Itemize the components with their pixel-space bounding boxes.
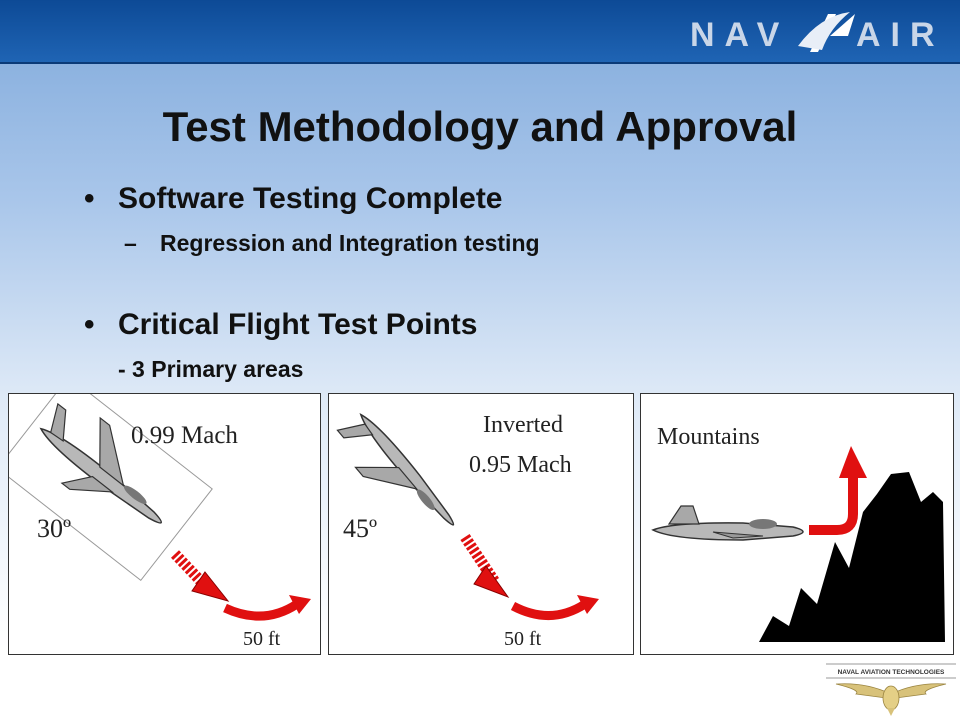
bullet-text: Software Testing Complete xyxy=(118,182,503,215)
dash-marker: – xyxy=(124,230,137,256)
angle-label: 30º xyxy=(37,514,72,543)
dive-path-arrow-icon xyxy=(460,533,510,599)
terrain-label: Mountains xyxy=(657,424,760,450)
navair-logo: NAV AIR xyxy=(690,12,945,54)
bullet-software-testing: • Software Testing Complete xyxy=(84,182,503,216)
mountain-icon xyxy=(759,472,945,642)
panel-mountains: Mountains xyxy=(640,393,954,655)
mode-label: Inverted xyxy=(483,412,563,438)
dive-30-illustration xyxy=(9,394,311,621)
speed-label: 0.95 Mach xyxy=(469,452,572,478)
jet-level-icon xyxy=(651,505,804,541)
climb-arrow-icon xyxy=(809,446,867,535)
naval-aviation-technologies-logo: NAVAL AVIATION TECHNOLOGIES xyxy=(826,663,956,716)
sub-bullet-regression: – Regression and Integration testing xyxy=(124,230,540,257)
bullet-flight-test: • Critical Flight Test Points xyxy=(84,308,477,342)
bullet-dot: • xyxy=(84,308,95,341)
dive-path-arrow-icon xyxy=(171,550,230,602)
mountain-illustration xyxy=(651,446,945,642)
header-bar: NAV AIR xyxy=(0,0,960,64)
bullet-text: Critical Flight Test Points xyxy=(118,308,478,341)
svg-text:AIR: AIR xyxy=(856,16,945,54)
sub-bullet-primary-areas: - 3 Primary areas xyxy=(118,356,304,382)
bullet-dot: • xyxy=(84,182,95,215)
altitude-label: 50 ft xyxy=(243,628,281,650)
panel-dive-30: 0.99 Mach 30º 50 ft xyxy=(8,393,321,655)
pullout-arrow-icon xyxy=(510,595,599,620)
sub-bullet-text: Regression and Integration testing xyxy=(160,230,540,256)
angle-label: 45º xyxy=(343,514,378,543)
dive-45-illustration xyxy=(336,412,599,620)
speed-label: 0.99 Mach xyxy=(131,422,238,449)
slide-title: Test Methodology and Approval xyxy=(162,103,798,150)
jet-diving-icon xyxy=(9,394,213,582)
panel-dive-45-inverted: Inverted 0.95 Mach 45º 50 ft xyxy=(328,393,634,655)
footer-logo-caption: NAVAL AVIATION TECHNOLOGIES xyxy=(838,669,945,676)
altitude-label: 50 ft xyxy=(504,628,542,650)
svg-text:NAV: NAV xyxy=(690,16,789,54)
jet-inverted-icon xyxy=(336,412,455,526)
pullout-arrow-icon xyxy=(223,595,311,621)
